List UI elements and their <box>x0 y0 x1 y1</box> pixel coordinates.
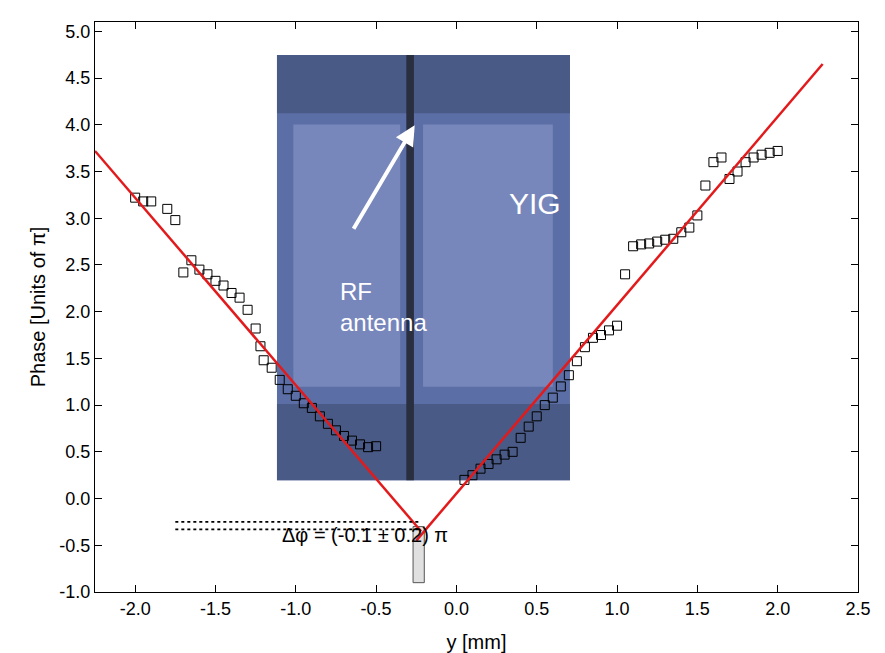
svg-text:0.0: 0.0 <box>65 489 90 509</box>
svg-text:-1.0: -1.0 <box>59 582 90 602</box>
svg-text:-0.5: -0.5 <box>361 599 392 619</box>
svg-text:YIG: YIG <box>509 187 561 220</box>
svg-text:1.5: 1.5 <box>685 599 710 619</box>
svg-text:Δφ = (-0.1 ± 0.2) π: Δφ = (-0.1 ± 0.2) π <box>282 524 448 546</box>
svg-text:0.0: 0.0 <box>444 599 469 619</box>
svg-text:Phase [Units of π]: Phase [Units of π] <box>27 227 49 388</box>
svg-text:3.5: 3.5 <box>65 162 90 182</box>
svg-text:2.0: 2.0 <box>65 302 90 322</box>
svg-text:-2.0: -2.0 <box>120 599 151 619</box>
svg-text:2.5: 2.5 <box>845 599 870 619</box>
svg-text:5.0: 5.0 <box>65 22 90 42</box>
svg-text:1.0: 1.0 <box>65 395 90 415</box>
svg-text:-1.0: -1.0 <box>280 599 311 619</box>
svg-text:1.5: 1.5 <box>65 349 90 369</box>
svg-text:y [mm]: y [mm] <box>447 631 507 653</box>
svg-text:0.5: 0.5 <box>65 442 90 462</box>
svg-text:4.0: 4.0 <box>65 115 90 135</box>
svg-text:RFantenna: RFantenna <box>340 278 427 336</box>
svg-text:1.0: 1.0 <box>605 599 630 619</box>
svg-text:3.0: 3.0 <box>65 209 90 229</box>
svg-text:4.5: 4.5 <box>65 68 90 88</box>
svg-text:-0.5: -0.5 <box>59 536 90 556</box>
svg-text:0.5: 0.5 <box>524 599 549 619</box>
svg-text:2.0: 2.0 <box>765 599 790 619</box>
svg-text:2.5: 2.5 <box>65 255 90 275</box>
svg-text:-1.5: -1.5 <box>200 599 231 619</box>
